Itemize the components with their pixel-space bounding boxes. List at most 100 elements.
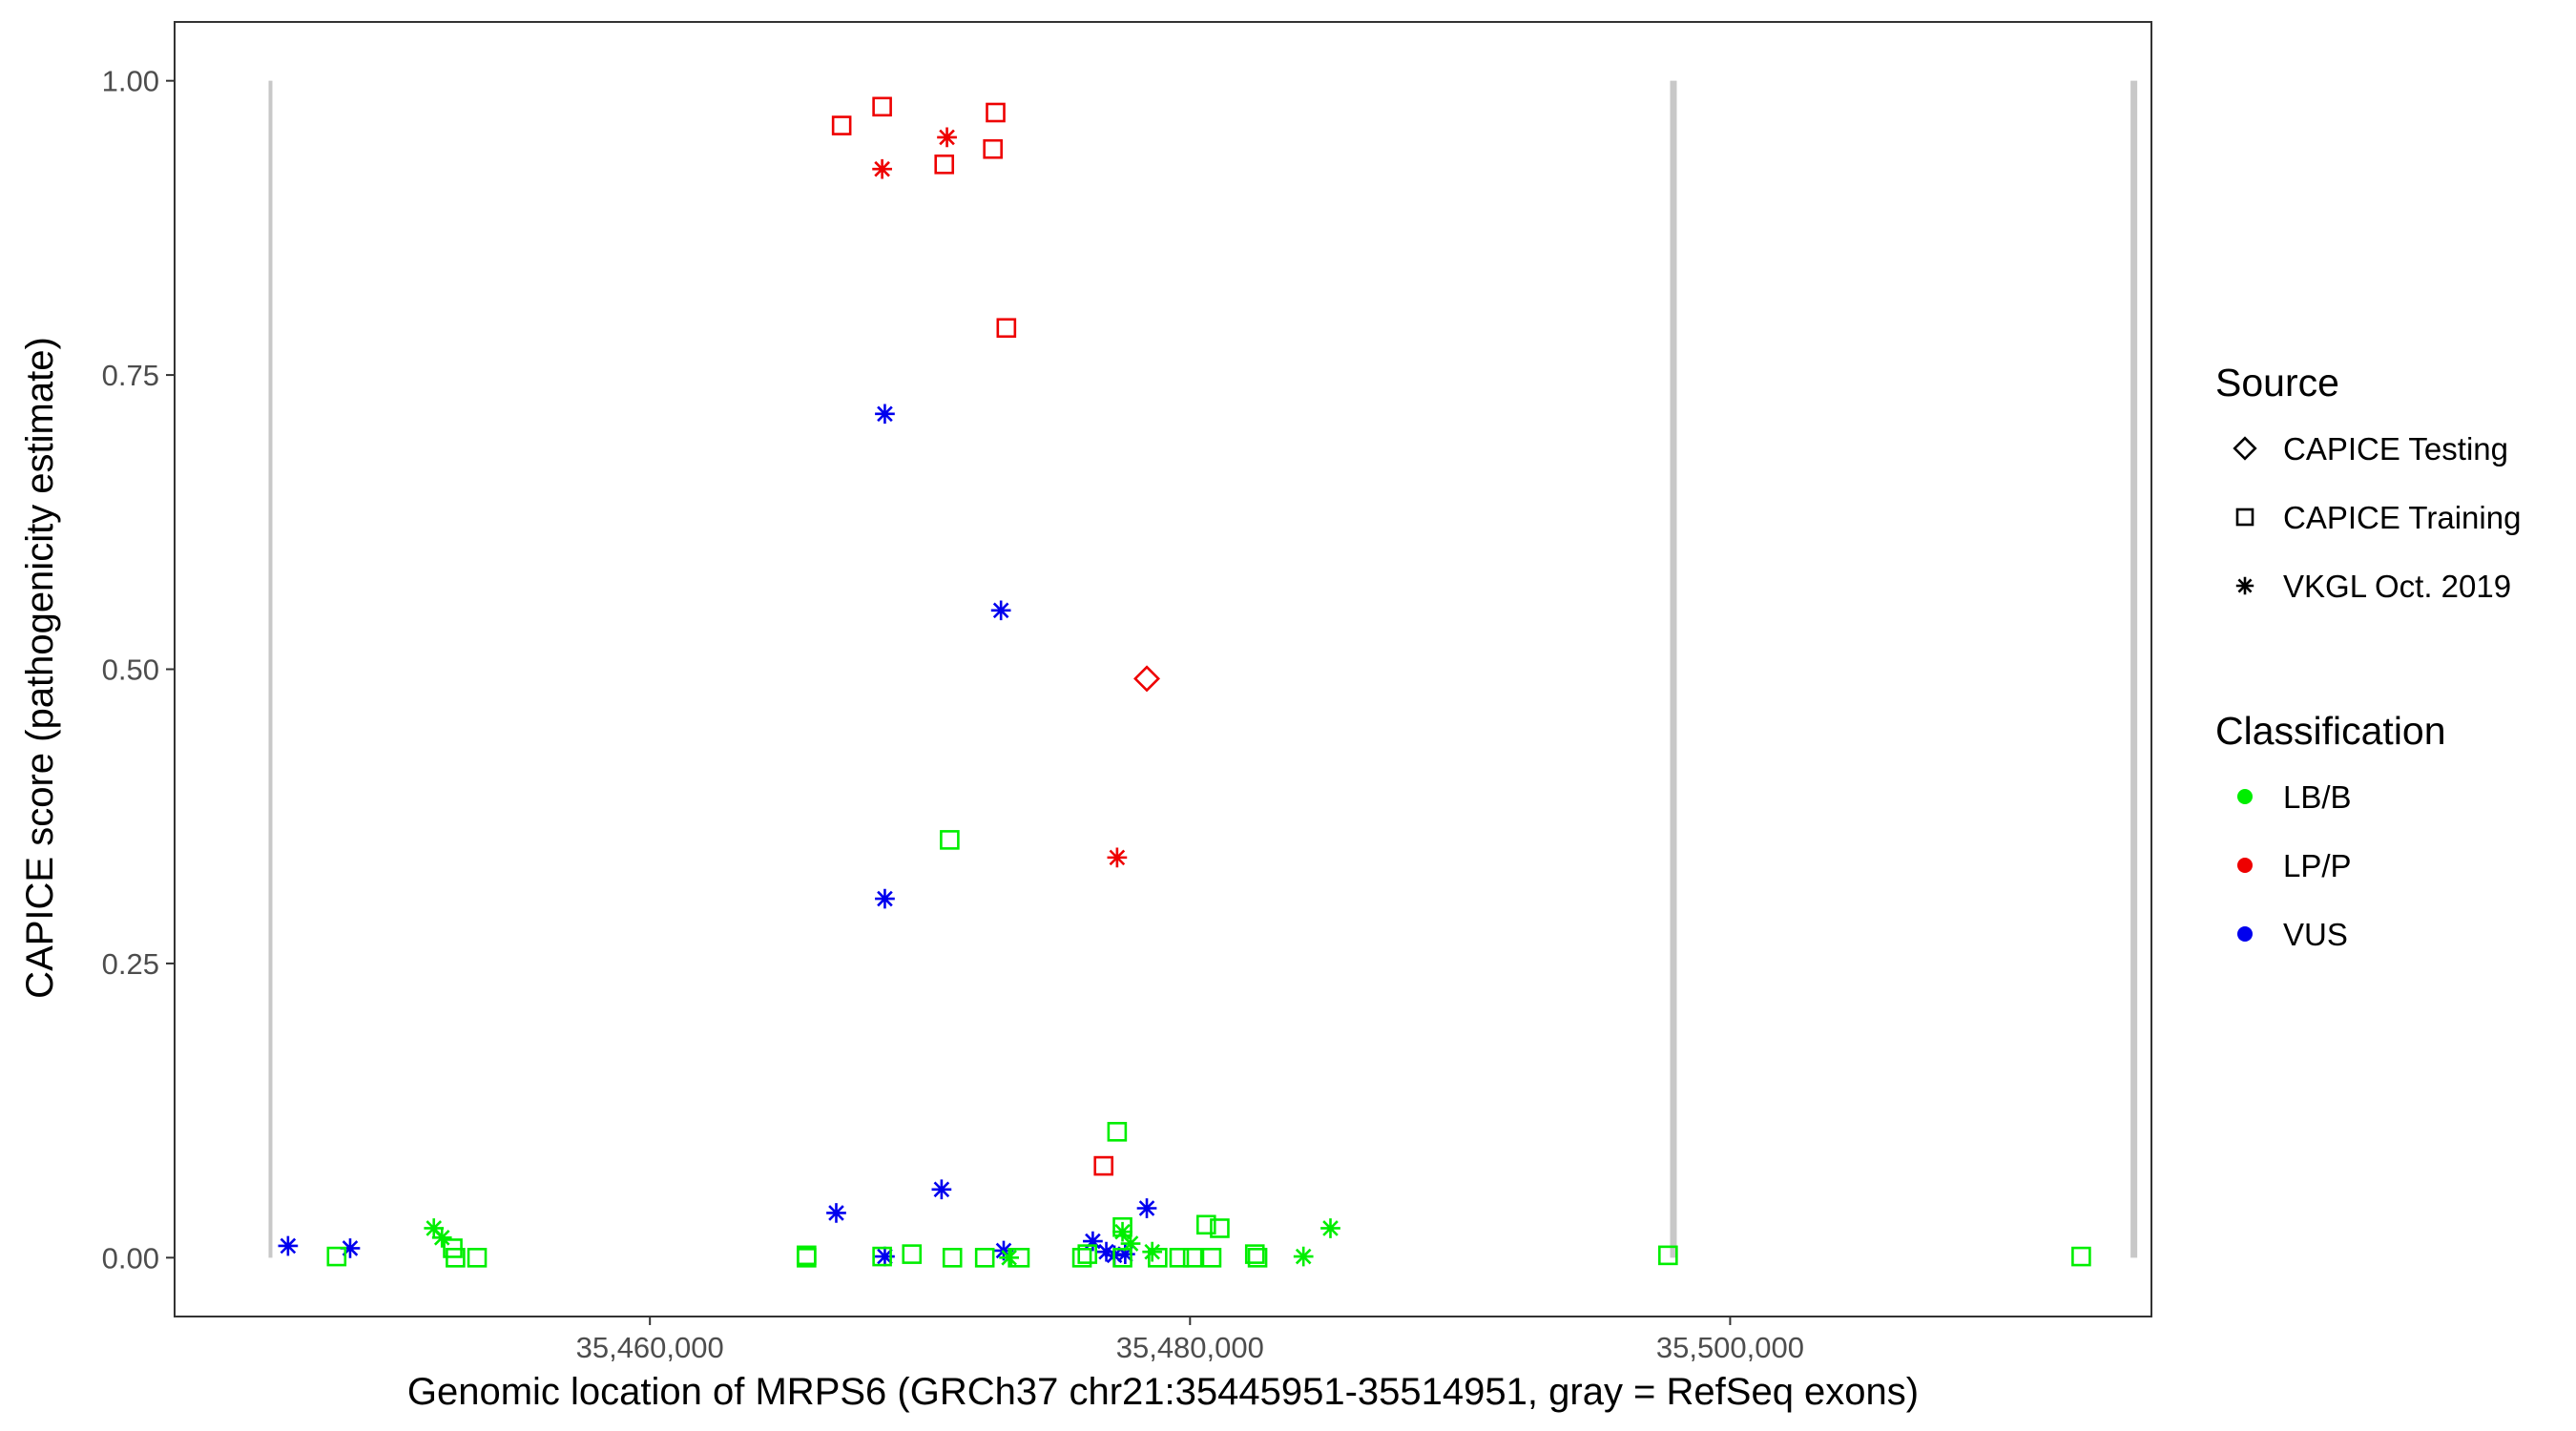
legend-source-label: CAPICE Training bbox=[2283, 500, 2521, 535]
legend-key-square bbox=[2235, 508, 2254, 527]
data-point bbox=[990, 600, 1011, 621]
data-point bbox=[1293, 1246, 1314, 1267]
data-point bbox=[931, 1179, 952, 1200]
data-point bbox=[424, 1218, 445, 1238]
data-point bbox=[446, 1248, 466, 1268]
legend-source-label: CAPICE Testing bbox=[2283, 431, 2508, 467]
data-point bbox=[1210, 1218, 1230, 1238]
y-tick-label: 0.00 bbox=[102, 1241, 159, 1275]
y-axis-title: CAPICE score (pathogenicity estimate) bbox=[19, 337, 61, 999]
data-point bbox=[1136, 1198, 1157, 1218]
legend-classification-item: VUS bbox=[2237, 917, 2348, 952]
data-point bbox=[872, 1246, 892, 1267]
legend-key-dot bbox=[2237, 926, 2253, 942]
data-point bbox=[1093, 1155, 1114, 1176]
data-point bbox=[340, 1238, 361, 1258]
y-axis: 0.00 0.25 0.50 0.75 1.00 bbox=[102, 65, 175, 1275]
data-point bbox=[1096, 1241, 1116, 1262]
data-point bbox=[431, 1228, 452, 1248]
legend: Source CAPICE Testing CAPICE Training VKGL… bbox=[2215, 361, 2521, 952]
data-point bbox=[1148, 1248, 1168, 1268]
data-point bbox=[1112, 1216, 1132, 1237]
data-point bbox=[1182, 1248, 1203, 1268]
legend-source-item: CAPICE Training bbox=[2235, 500, 2521, 535]
data-point bbox=[1077, 1244, 1098, 1264]
data-point bbox=[326, 1246, 347, 1267]
data-point bbox=[1115, 1244, 1135, 1264]
legend-source-item: CAPICE Testing bbox=[2233, 431, 2508, 467]
data-point bbox=[797, 1248, 817, 1268]
data-point bbox=[1120, 1234, 1141, 1254]
data-point bbox=[902, 1244, 923, 1264]
legend-classification-label: VUS bbox=[2283, 917, 2348, 952]
data-point bbox=[1201, 1248, 1222, 1268]
data-point bbox=[1107, 847, 1128, 868]
data-point bbox=[1112, 1248, 1132, 1268]
data-point bbox=[1247, 1248, 1268, 1268]
data-point bbox=[1107, 1122, 1128, 1142]
data-point bbox=[1169, 1248, 1190, 1268]
data-point bbox=[986, 102, 1006, 123]
legend-key-dot bbox=[2237, 858, 2253, 873]
data-point bbox=[934, 154, 955, 175]
plot-panel-background bbox=[175, 22, 2151, 1317]
data-point bbox=[875, 404, 895, 425]
data-point bbox=[1112, 1221, 1132, 1242]
data-point bbox=[983, 138, 1003, 159]
legend-classification-label: LB/B bbox=[2283, 779, 2352, 815]
legend-source-title: Source bbox=[2215, 361, 2339, 404]
series-asterisk-lpp bbox=[872, 127, 1128, 868]
data-point bbox=[1320, 1218, 1340, 1238]
data-point bbox=[826, 1203, 846, 1223]
data-point bbox=[1658, 1245, 1678, 1266]
data-point bbox=[1133, 665, 1161, 693]
data-points bbox=[278, 96, 2091, 1268]
legend-classification-label: LP/P bbox=[2283, 848, 2352, 883]
data-point bbox=[1142, 1241, 1163, 1262]
series-diamond-lpp bbox=[1133, 665, 1161, 693]
data-point bbox=[875, 888, 895, 909]
data-point bbox=[875, 1246, 895, 1267]
data-point bbox=[999, 1247, 1020, 1268]
data-point bbox=[1071, 1248, 1092, 1268]
data-point bbox=[937, 127, 957, 148]
series-square-lpp bbox=[831, 96, 1114, 1176]
series-asterisk-lbb bbox=[424, 1218, 1340, 1268]
legend-classification-item: LB/B bbox=[2237, 779, 2352, 815]
x-tick-label: 35,480,000 bbox=[1116, 1331, 1264, 1364]
data-point bbox=[1195, 1214, 1216, 1235]
y-tick-label: 0.75 bbox=[102, 359, 159, 392]
exon-lines bbox=[268, 80, 2138, 1258]
x-tick-label: 35,460,000 bbox=[576, 1331, 724, 1364]
series-asterisk-vus bbox=[278, 404, 1157, 1267]
x-axis-title: Genomic location of MRPS6 (GRCh37 chr21:… bbox=[407, 1371, 1919, 1413]
y-tick-label: 0.50 bbox=[102, 653, 159, 687]
x-tick-label: 35,500,000 bbox=[1656, 1331, 1804, 1364]
y-tick-label: 1.00 bbox=[102, 65, 159, 98]
legend-source-items: CAPICE Testing CAPICE Training VKGL Oct. 2… bbox=[2233, 431, 2521, 604]
y-tick-label: 0.25 bbox=[102, 947, 159, 981]
data-point bbox=[1009, 1248, 1030, 1268]
legend-key-asterisk bbox=[2235, 576, 2254, 595]
legend-key-dot bbox=[2237, 789, 2253, 804]
data-point bbox=[467, 1248, 488, 1268]
data-point bbox=[940, 830, 960, 850]
legend-classification-title: Classification bbox=[2215, 709, 2446, 753]
legend-source-label: VKGL Oct. 2019 bbox=[2283, 569, 2511, 604]
data-point bbox=[2071, 1246, 2091, 1267]
data-point bbox=[278, 1235, 299, 1256]
data-point bbox=[831, 115, 852, 135]
data-point bbox=[1083, 1231, 1103, 1252]
data-point bbox=[1244, 1244, 1265, 1264]
data-point bbox=[996, 318, 1017, 339]
data-point bbox=[872, 96, 892, 117]
legend-classification-items: LB/B LP/P VUS bbox=[2237, 779, 2352, 952]
data-point bbox=[974, 1248, 995, 1268]
legend-classification-item: LP/P bbox=[2237, 848, 2352, 883]
legend-key-diamond bbox=[2233, 436, 2257, 461]
x-axis: 35,460,000 35,480,000 35,500,000 bbox=[576, 1317, 1804, 1364]
data-point bbox=[942, 1248, 963, 1268]
legend-source-item: VKGL Oct. 2019 bbox=[2235, 569, 2511, 604]
data-point bbox=[872, 158, 892, 179]
